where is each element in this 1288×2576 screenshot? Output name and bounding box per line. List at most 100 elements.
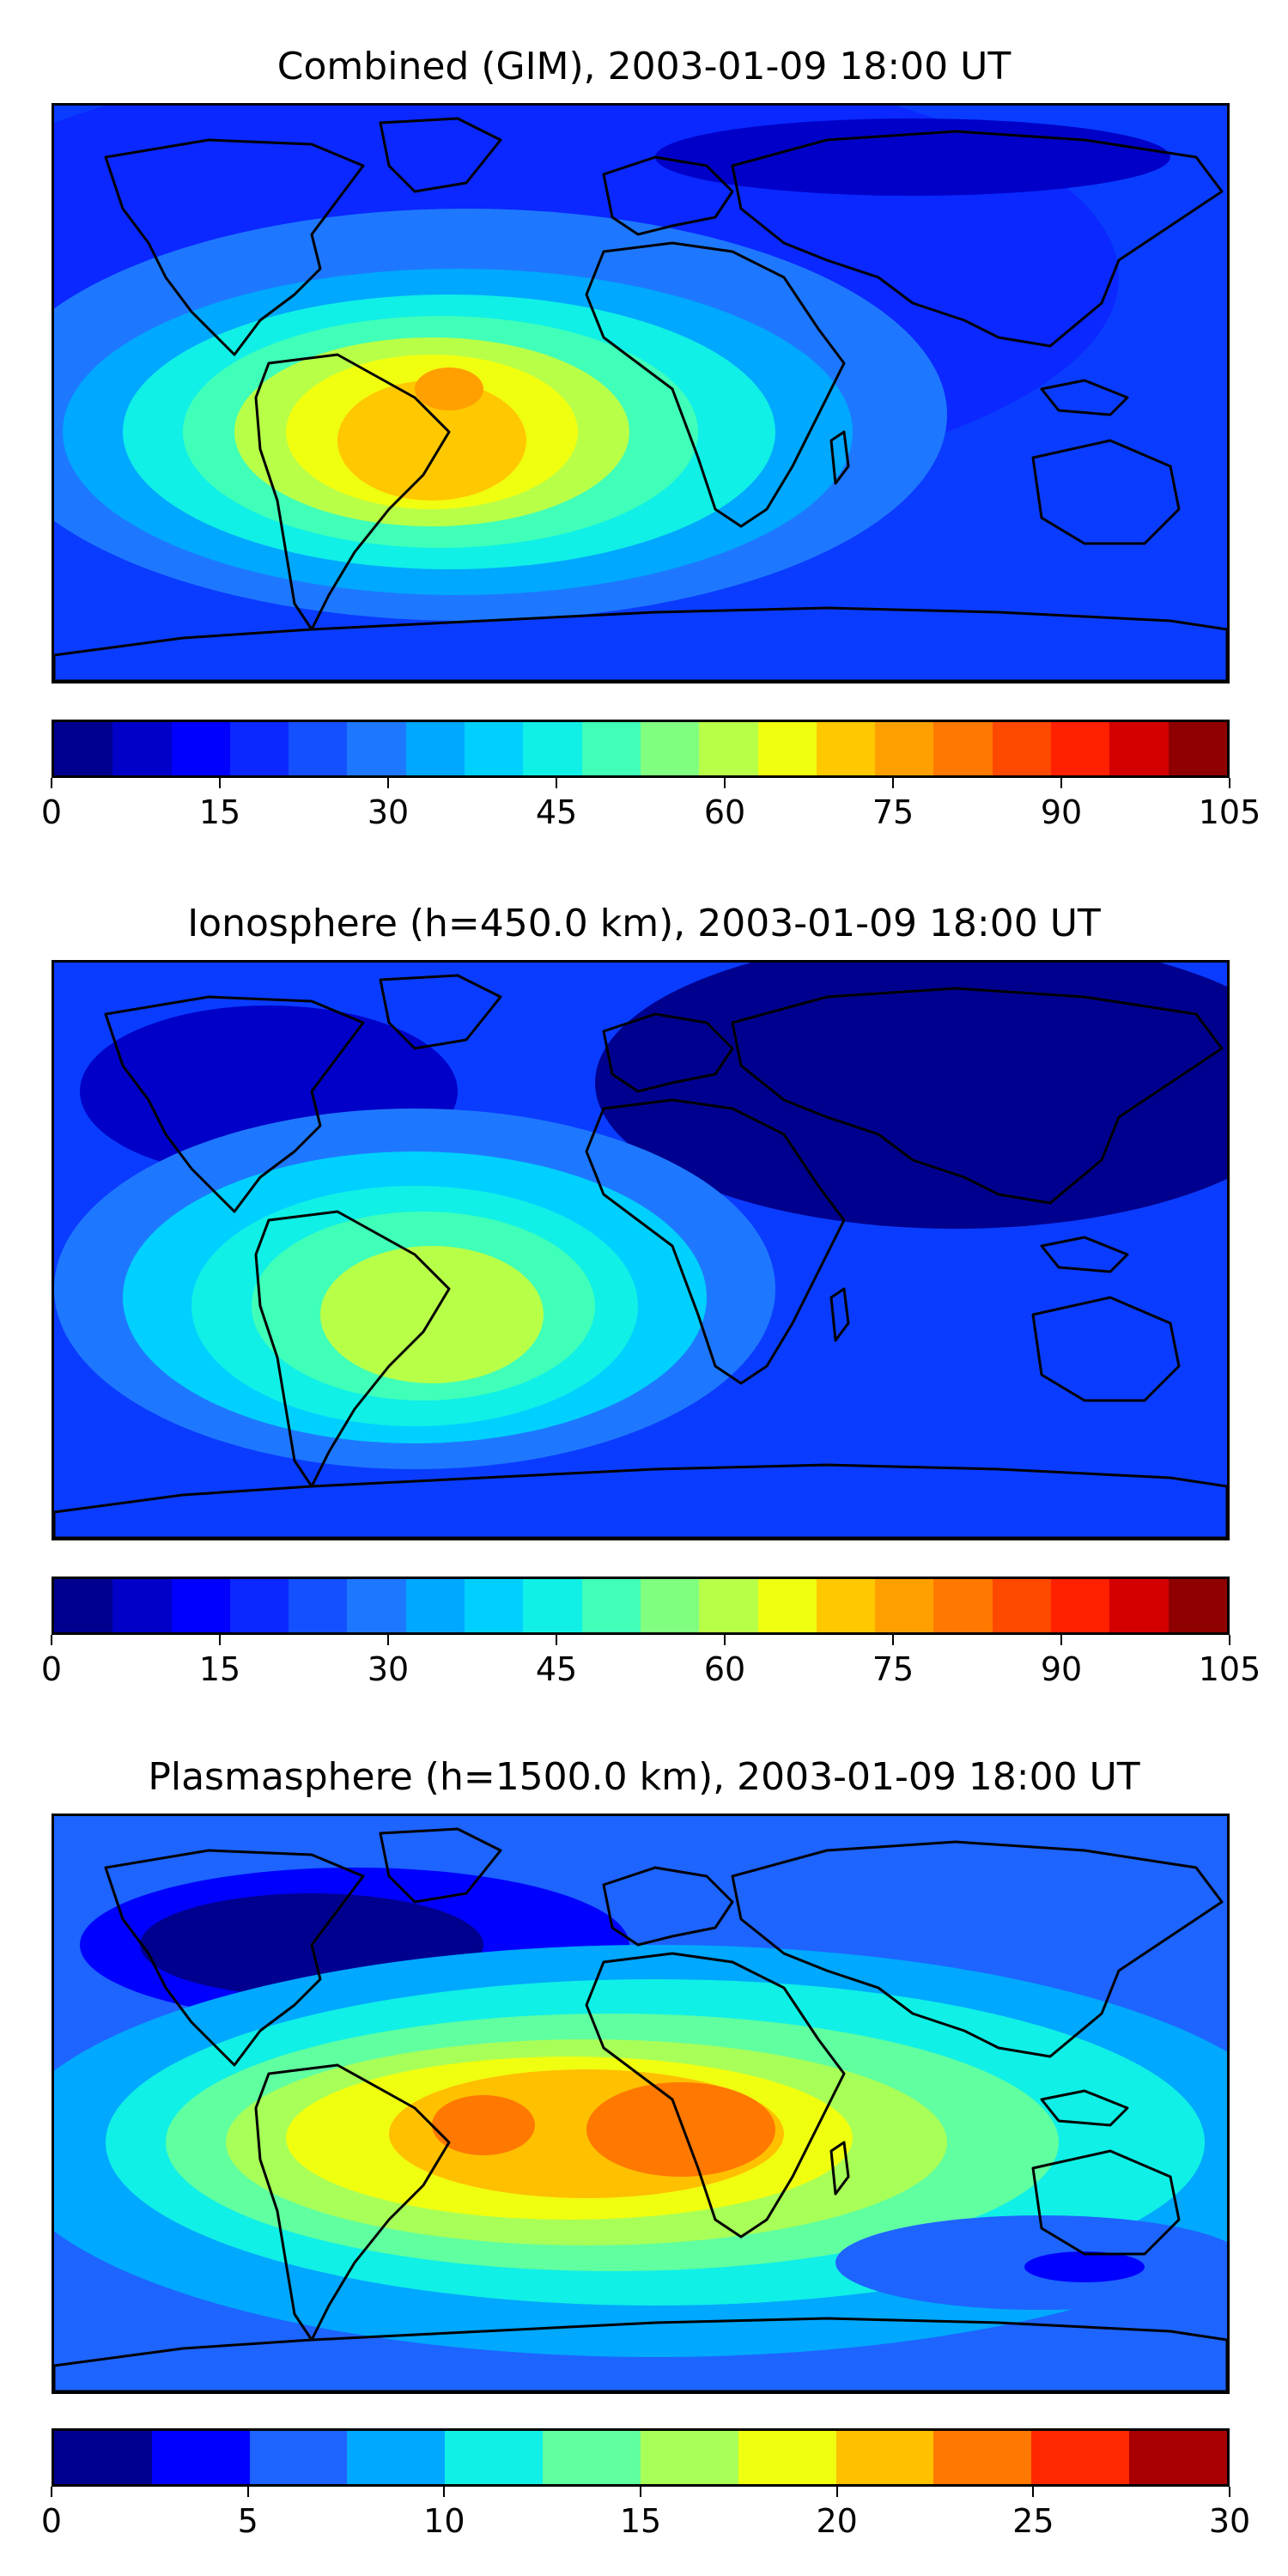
coastline	[731, 987, 1224, 1205]
colorbar-tick	[51, 778, 52, 788]
contour-region	[595, 963, 1227, 1229]
colorbar-swatch	[757, 1579, 817, 1632]
colorbar-tick-label: 15	[619, 2502, 662, 2540]
colorbar-swatch	[289, 722, 348, 775]
coastline	[585, 1098, 846, 1385]
coastline	[54, 606, 1227, 681]
coastline	[379, 1827, 502, 1904]
colorbar-swatch	[992, 1579, 1052, 1632]
colorbar-swatch	[816, 1579, 876, 1632]
coastline	[104, 138, 365, 356]
colorbar-tick-label: 15	[198, 1650, 241, 1688]
coastline	[602, 1866, 734, 1947]
colorbar-tick-label: 20	[816, 2502, 858, 2540]
panel-2-map	[52, 960, 1230, 1540]
colorbar-tick-label: 0	[40, 1650, 63, 1688]
coastline	[254, 2063, 451, 2342]
coastline	[104, 995, 365, 1213]
colorbar-tick	[51, 1635, 52, 1645]
coastline	[1040, 2089, 1129, 2127]
colorbar-tick-label: 25	[1012, 2502, 1054, 2540]
coastline	[54, 2317, 1227, 2391]
colorbar-tick	[1060, 1635, 1062, 1645]
colorbar-swatch	[543, 2431, 641, 2484]
colorbar-tick-label: 5	[237, 2502, 258, 2540]
colorbar-swatch	[581, 1579, 641, 1632]
colorbar-swatch	[1129, 2431, 1227, 2484]
contour-region	[415, 368, 483, 410]
colorbar-tick-label: 30	[367, 1650, 410, 1688]
colorbar-tick-label: 45	[535, 1650, 578, 1688]
colorbar-swatch	[249, 2431, 348, 2484]
coastline	[254, 353, 451, 631]
colorbar-tick	[386, 1635, 389, 1645]
colorbar-tick	[640, 2487, 641, 2497]
colorbar-tick-label: 30	[1208, 2502, 1251, 2540]
colorbar-swatch	[1051, 1579, 1110, 1632]
colorbar-tick	[1229, 2487, 1230, 2497]
colorbar-swatch	[1168, 722, 1227, 775]
colorbar-swatch	[171, 722, 230, 775]
colorbar-swatch	[1168, 1579, 1227, 1632]
panel-1-map	[52, 103, 1230, 683]
colorbar-swatch	[933, 2431, 1032, 2484]
coastline	[379, 974, 502, 1050]
colorbar-swatch	[1031, 2431, 1130, 2484]
colorbar-swatch	[523, 722, 582, 775]
colorbar-swatch	[875, 1579, 934, 1632]
colorbar-tick-label: 0	[40, 2502, 63, 2540]
colorbar-swatch	[54, 722, 113, 775]
coastline	[731, 130, 1224, 348]
colorbar-swatch	[699, 1579, 758, 1632]
contour-region	[1024, 2251, 1145, 2282]
coastline	[585, 1952, 846, 2239]
panel-3-colorbar-ticks: 0 5 10 15 20 25 30	[41, 2487, 1250, 2540]
colorbar-swatch	[1109, 722, 1169, 775]
colorbar-tick	[443, 2487, 446, 2497]
colorbar-tick-label: 75	[872, 793, 914, 831]
colorbar-tick	[218, 778, 221, 788]
panel-3-title: Plasmasphere (h=1500.0 km), 2003-01-09 1…	[148, 1755, 1140, 1799]
colorbar-swatch	[54, 1579, 113, 1632]
coastline	[379, 117, 502, 193]
colorbar-swatch	[581, 722, 641, 775]
panel-3-map	[52, 1814, 1230, 2394]
colorbar-tick-label: 10	[423, 2502, 465, 2540]
colorbar-tick	[218, 1635, 221, 1645]
contour-region	[320, 1246, 544, 1383]
colorbar-swatch	[699, 722, 758, 775]
colorbar-swatch	[347, 2431, 446, 2484]
panel-1-colorbar	[52, 720, 1230, 778]
colorbar-swatch	[992, 722, 1052, 775]
colorbar-tick	[556, 778, 557, 788]
colorbar-tick-label: 60	[703, 1650, 746, 1688]
colorbar-swatch	[229, 722, 289, 775]
panel-2-colorbar	[52, 1577, 1230, 1635]
contour-map	[54, 106, 1227, 681]
colorbar-swatch	[640, 1579, 700, 1632]
coastline	[602, 1012, 734, 1093]
colorbar-swatch	[54, 2431, 152, 2484]
colorbar-tick-label: 60	[703, 793, 746, 831]
colorbar-swatch	[465, 722, 524, 775]
panel-1-colorbar-ticks: 0 15 30 45 60 75 90 105	[41, 778, 1261, 831]
colorbar-tick-label: 30	[367, 793, 410, 831]
coastline	[1040, 379, 1129, 416]
colorbar-tick	[1032, 2487, 1035, 2497]
panel-3-colorbar	[52, 2428, 1230, 2487]
colorbar-swatch	[229, 1579, 289, 1632]
colorbar-tick-label: 105	[1198, 793, 1261, 831]
colorbar-tick	[1060, 778, 1062, 788]
colorbar-tick	[1229, 1635, 1230, 1645]
colorbar-tick-label: 105	[1198, 1650, 1261, 1688]
colorbar-swatch	[933, 1579, 993, 1632]
colorbar-tick	[51, 2487, 52, 2497]
colorbar-tick	[892, 1635, 894, 1645]
coastline	[585, 241, 846, 528]
colorbar-swatch	[640, 722, 700, 775]
colorbar-tick	[1229, 778, 1230, 788]
panel-2-colorbar-ticks: 0 15 30 45 60 75 90 105	[41, 1635, 1261, 1688]
colorbar-swatch	[875, 722, 934, 775]
colorbar-tick	[835, 2487, 838, 2497]
colorbar-swatch	[445, 2431, 544, 2484]
